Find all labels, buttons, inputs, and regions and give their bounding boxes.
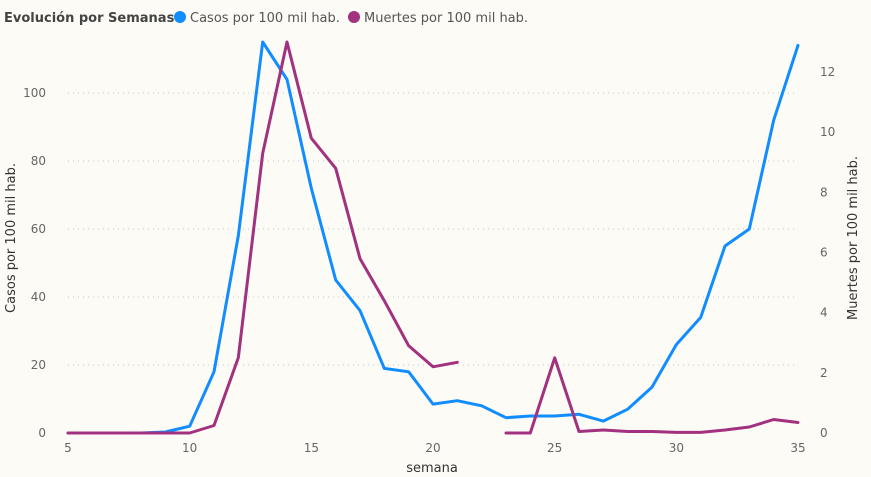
- x-tick-label: 10: [182, 441, 197, 455]
- y-left-axis-ticks: 0 20 40 60 80 100: [23, 86, 46, 440]
- series-lines: [66, 40, 800, 435]
- y-right-tick-label: 0: [820, 426, 828, 440]
- y-left-tick-label: 60: [31, 222, 46, 236]
- legend-label-muertes[interactable]: Muertes por 100 mil hab.: [364, 11, 528, 26]
- legend-title: Evolución por Semanas: [4, 11, 175, 26]
- x-tick-label: 25: [547, 441, 562, 455]
- x-axis-title: semana: [406, 461, 458, 476]
- y-right-tick-label: 12: [820, 65, 835, 79]
- y-right-axis-title: Muertes por 100 mil hab.: [846, 156, 861, 320]
- gridlines: [68, 92, 798, 366]
- legend: Evolución por Semanas Casos por 100 mil …: [4, 11, 528, 26]
- x-tick-label: 5: [64, 441, 72, 455]
- x-tick-label: 35: [790, 441, 805, 455]
- y-right-tick-label: 6: [820, 246, 828, 260]
- x-tick-label: 20: [425, 441, 440, 455]
- series-line-casos[interactable]: [66, 40, 800, 435]
- legend-label-casos[interactable]: Casos por 100 mil hab.: [190, 11, 340, 26]
- legend-marker-muertes: [348, 11, 360, 23]
- x-tick-label: 15: [304, 441, 319, 455]
- x-tick-label: 30: [669, 441, 684, 455]
- y-left-tick-label: 20: [31, 358, 46, 372]
- legend-marker-casos: [174, 11, 186, 23]
- y-right-tick-label: 2: [820, 366, 828, 380]
- y-left-axis-title: Casos por 100 mil hab.: [4, 163, 19, 313]
- y-right-axis-ticks: 0 2 4 6 8 10 12: [820, 65, 835, 440]
- y-left-tick-label: 40: [31, 290, 46, 304]
- y-right-tick-label: 10: [820, 125, 835, 139]
- y-left-tick-label: 0: [38, 426, 46, 440]
- series-line-muertes[interactable]: [66, 40, 800, 435]
- y-left-tick-label: 100: [23, 86, 46, 100]
- y-right-tick-label: 4: [820, 306, 828, 320]
- y-right-tick-label: 8: [820, 185, 828, 199]
- y-left-tick-label: 80: [31, 154, 46, 168]
- x-axis-ticks: 5 10 15 20 25 30 35: [64, 441, 805, 455]
